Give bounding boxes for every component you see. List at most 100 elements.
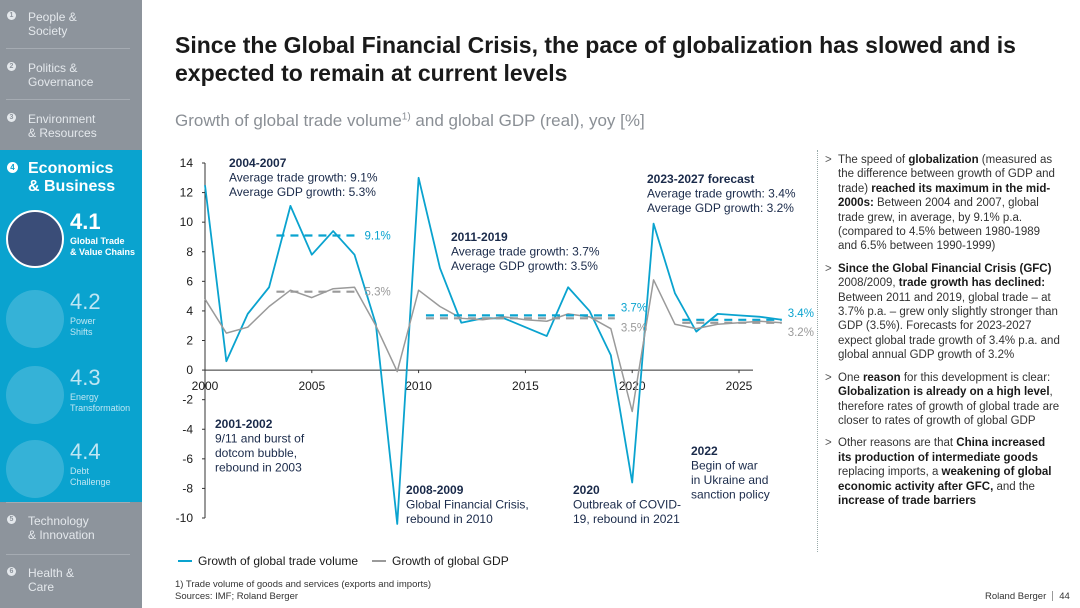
y-tick-label: 12 [180, 186, 194, 200]
annotation-text: 9/11 and burst of [215, 432, 305, 446]
average-label: 3.5% [621, 322, 647, 334]
section-number: 1 [7, 11, 16, 20]
annotation-text: rebound in 2010 [406, 512, 493, 526]
thumbnail-icon [6, 290, 64, 348]
sidebar-subitem-4-1[interactable]: 4.1 Global Trade & Value Chains [0, 206, 142, 278]
sources-text: Sources: IMF; Roland Berger [175, 591, 299, 602]
annotation-text: Average GDP growth: 3.2% [647, 201, 794, 215]
sidebar-divider [6, 554, 130, 555]
commentary-bullet: One reason for this development is clear… [825, 371, 1060, 429]
commentary-bullet: The speed of globalization (measured as … [825, 153, 1060, 254]
annotation-heading: 2001-2002 [215, 417, 273, 431]
y-tick-label: 14 [180, 156, 194, 170]
annotation-heading: 2008-2009 [406, 483, 464, 497]
section-number: 5 [7, 515, 16, 524]
x-tick-label: 2005 [298, 379, 325, 393]
thumbnail-icon [6, 210, 64, 268]
y-tick-label: -6 [182, 452, 193, 466]
x-tick-label: 2010 [405, 379, 432, 393]
sidebar: 1 People & Society 2 Politics & Governance 3… [0, 0, 142, 608]
annotation-text: Average trade growth: 3.7% [451, 245, 600, 259]
annotation-text: in Ukraine and [691, 473, 768, 487]
footnote-text: 1) Trade volume of goods and services (e… [175, 579, 432, 590]
y-tick-label: -4 [182, 422, 193, 436]
subitem-label: Energy Transformation [70, 392, 131, 413]
annotation-text: dotcom bubble, [215, 446, 297, 460]
subitem-number: 4.4 [70, 439, 101, 464]
chart-subtitle: Growth of global trade volume1) and glob… [175, 111, 645, 130]
average-label: 5.3% [365, 287, 391, 299]
subitem-number: 4.1 [70, 209, 101, 234]
legend-gdp-label: Growth of global GDP [392, 554, 509, 568]
y-tick-label: -10 [176, 511, 194, 525]
subitem-label: Debt Challenge [70, 466, 111, 487]
annotation-text: Average GDP growth: 3.5% [451, 259, 598, 273]
annotation-heading: 2004-2007 [229, 156, 287, 170]
sidebar-subitem-4-3[interactable]: 4.3 Energy Transformation [0, 362, 142, 434]
section-label: Economics & Business [28, 160, 116, 195]
x-tick-label: 2000 [192, 379, 219, 393]
subitem-number: 4.3 [70, 365, 101, 390]
section-number: 2 [7, 62, 16, 71]
brand-name: Roland Berger [985, 591, 1047, 602]
y-tick-label: 4 [186, 304, 193, 318]
brand: Roland Berger 44 [985, 591, 1070, 602]
page-title: Since the Global Financial Crisis, the p… [175, 32, 1016, 86]
thumbnail-icon [6, 366, 64, 424]
sidebar-divider [6, 99, 130, 100]
legend-trade-label: Growth of global trade volume [198, 554, 358, 568]
annotation-text: Average GDP growth: 5.3% [229, 185, 376, 199]
annotation-text: Global Financial Crisis, [406, 498, 529, 512]
section-label: Technology & Innovation [28, 514, 95, 542]
y-tick-label: 2 [186, 334, 193, 348]
annotation-text: 19, rebound in 2021 [573, 512, 680, 526]
y-tick-label: 0 [186, 363, 193, 377]
x-tick-label: 2020 [619, 379, 646, 393]
y-tick-label: 10 [180, 215, 194, 229]
trade-growth-line [204, 176, 782, 525]
y-tick-label: -8 [182, 481, 193, 495]
annotation-text: Average trade growth: 3.4% [647, 187, 796, 201]
section-number: 6 [7, 567, 16, 576]
annotation-heading: 2022 [691, 444, 718, 458]
average-label: 9.1% [365, 230, 391, 242]
average-label: 3.2% [788, 327, 814, 339]
annotation-heading: 2020 [573, 483, 600, 497]
commentary-bullet: Since the Global Financial Crisis (GFC) … [825, 262, 1060, 363]
y-tick-label: 6 [186, 274, 193, 288]
sidebar-subitem-4-2[interactable]: 4.2 Power Shifts [0, 286, 142, 358]
annotation-text: Average trade growth: 9.1% [229, 171, 378, 185]
commentary-bullet: Other reasons are that China increased i… [825, 436, 1060, 508]
sidebar-divider [6, 502, 130, 503]
annotation-text: Outbreak of COVID- [573, 498, 681, 512]
y-tick-label: -2 [182, 393, 193, 407]
y-tick-label: 8 [186, 245, 193, 259]
x-tick-label: 2015 [512, 379, 539, 393]
annotation-text: rebound in 2003 [215, 461, 302, 475]
commentary: The speed of globalization (measured as … [825, 153, 1060, 516]
average-label: 3.7% [621, 302, 647, 314]
annotation-text: Begin of war [691, 459, 758, 473]
section-label: Health & Care [28, 566, 75, 594]
subitem-label: Power Shifts [70, 316, 96, 337]
average-label: 3.4% [788, 308, 814, 320]
annotation-heading: 2023-2027 forecast [647, 172, 754, 186]
sidebar-section-economics[interactable]: 4 Economics & Business 4.1 Global Trade &… [0, 150, 142, 502]
subitem-label: Global Trade & Value Chains [70, 236, 136, 257]
section-number: 4 [7, 162, 18, 173]
annotation-text: sanction policy [691, 488, 770, 502]
x-tick-label: 2025 [726, 379, 753, 393]
section-label: People & Society [28, 10, 77, 38]
sidebar-subitem-4-4[interactable]: 4.4 Debt Challenge [0, 436, 142, 508]
section-label: Politics & Governance [28, 61, 94, 89]
divider [817, 150, 818, 552]
annotation-heading: 2011-2019 [451, 230, 508, 244]
subitem-number: 4.2 [70, 289, 101, 314]
section-label: Environment & Resources [28, 112, 97, 140]
page-number: 44 [1059, 591, 1070, 602]
section-number: 3 [7, 113, 16, 122]
footnote: 1) Trade volume of goods and services (e… [175, 579, 431, 603]
thumbnail-icon [6, 440, 64, 498]
sidebar-divider [6, 48, 130, 49]
gdp-growth-line [204, 279, 782, 413]
